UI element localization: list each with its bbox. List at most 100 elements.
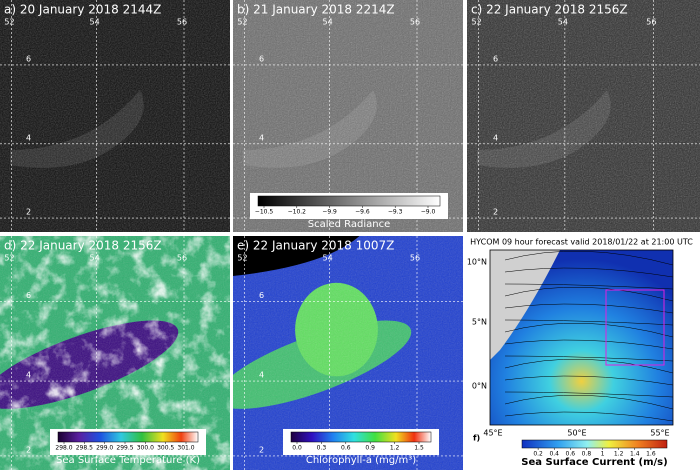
lat-label: 0°N bbox=[472, 382, 487, 391]
lon-label: 56 bbox=[410, 254, 420, 263]
lat-label: 2 bbox=[26, 445, 31, 454]
noise bbox=[467, 0, 700, 232]
lon-label: 56 bbox=[177, 254, 187, 263]
lat-label: 6 bbox=[259, 291, 264, 300]
colorbar-tick-label: 0.0 bbox=[292, 445, 302, 452]
colorbar-tick-label: 299.0 bbox=[96, 445, 113, 452]
colorbar-tick-label: 0.6 bbox=[341, 445, 351, 452]
colorbar-label: Scaled Radiance bbox=[308, 219, 391, 230]
colorbar-tick-label: 0.9 bbox=[365, 445, 375, 452]
panel: 52 54 56 6 4 2 a) 20 January 2018 2144Z bbox=[0, 0, 230, 232]
panel-title: HYCOM 09 hour forecast valid 2018/01/22 … bbox=[470, 238, 693, 247]
colorbar-ramp bbox=[257, 195, 441, 207]
panel-title: c) 22 January 2018 2156Z bbox=[471, 3, 628, 17]
panel-image bbox=[467, 236, 700, 470]
streamline bbox=[504, 411, 674, 422]
region-box bbox=[605, 289, 665, 366]
land bbox=[490, 250, 560, 360]
lat-label: 6 bbox=[26, 54, 31, 63]
feature bbox=[477, 90, 611, 168]
tint bbox=[467, 0, 700, 232]
lon-label: 54 bbox=[90, 18, 100, 27]
colorbar-tick-label: 298.5 bbox=[76, 445, 93, 452]
colorbar-tick-label: −9.6 bbox=[355, 209, 370, 216]
colorbar-tick-label: 1 bbox=[601, 451, 605, 458]
colorbar-tick-label: 0.6 bbox=[566, 451, 576, 458]
panel-image: 52 54 56 6 4 2 bbox=[0, 0, 230, 232]
panel-title: a) 20 January 2018 2144Z bbox=[4, 3, 161, 17]
colorbar-tick-label: 300.5 bbox=[157, 445, 174, 452]
lat-label: 2 bbox=[493, 208, 498, 217]
lat-label: 4 bbox=[493, 133, 498, 142]
lon-label: 52 bbox=[237, 254, 247, 263]
lon-label: 45°E bbox=[483, 429, 502, 438]
panel-title: e) 22 January 2018 1007Z bbox=[237, 239, 394, 253]
streamline bbox=[504, 250, 674, 266]
lon-label: 56 bbox=[410, 18, 420, 27]
colorbar: −10.5 −10.2 −9.9 −9.6 −9.3 −9.0 Scaled Radianc… bbox=[250, 193, 448, 230]
streamline bbox=[504, 267, 674, 278]
streamline bbox=[504, 355, 674, 362]
colorbar-ramp bbox=[290, 431, 432, 443]
lat-label: 4 bbox=[26, 133, 31, 142]
lon-label: 54 bbox=[323, 18, 333, 27]
colorbar: 298.0 298.5 299.0 299.5 300.0 300.5 301.0 Sea S… bbox=[50, 429, 206, 466]
feature bbox=[10, 90, 144, 168]
streamline bbox=[504, 394, 674, 410]
land bbox=[233, 236, 360, 276]
colorbar-tick-label: 300.0 bbox=[137, 445, 154, 452]
panel: HYCOM 09 hour forecast valid 2018/01/22 … bbox=[467, 236, 700, 470]
streamline bbox=[504, 286, 674, 302]
lon-label: 52 bbox=[472, 18, 482, 27]
feature bbox=[243, 90, 377, 168]
lon-label: 56 bbox=[646, 18, 656, 27]
lat-label: 2 bbox=[26, 208, 31, 217]
streamline bbox=[504, 322, 674, 338]
colorbar-tick-label: 0.2 bbox=[533, 451, 543, 458]
colorbar-tick-label: 1.2 bbox=[390, 445, 400, 452]
colorbar-tick-label: 0.3 bbox=[317, 445, 327, 452]
lon-label: 52 bbox=[4, 18, 14, 27]
colorbar-tick-label: 1.2 bbox=[614, 451, 624, 458]
lat-label: 4 bbox=[26, 371, 31, 380]
panel: 52 54 56 6 4 2 c) 22 January 2018 2156Z bbox=[467, 0, 700, 232]
colorbar-tick-label: −9.0 bbox=[421, 209, 436, 216]
colorbar-tick-label: −10.5 bbox=[255, 209, 274, 216]
colorbar-tick-label: −10.2 bbox=[288, 209, 307, 216]
colorbar-ramp bbox=[521, 439, 668, 449]
streamline bbox=[504, 339, 674, 350]
colorbar-tick-label: −9.3 bbox=[388, 209, 403, 216]
panel-title: d) 22 January 2018 2156Z bbox=[4, 239, 162, 253]
panel-image: 52 54 56 6 4 2 bbox=[467, 0, 700, 232]
colorbar-label: Sea Surface Temperature (K) bbox=[56, 455, 200, 466]
streamline bbox=[504, 283, 674, 290]
lon-label: 56 bbox=[177, 18, 187, 27]
colorbar-tick-label: 299.5 bbox=[116, 445, 133, 452]
colorbar-tick-label: 1.5 bbox=[414, 445, 424, 452]
lon-label: 52 bbox=[4, 254, 14, 263]
colorbar: 0.0 0.3 0.6 0.9 1.2 1.5 Chlorophyll-a (mg/m³) bbox=[283, 429, 439, 466]
lon-label: 54 bbox=[323, 254, 333, 263]
lat-label: 4 bbox=[259, 371, 264, 380]
lon-label: 54 bbox=[558, 18, 568, 27]
streamline bbox=[504, 391, 674, 398]
streamline bbox=[504, 319, 674, 326]
colorbar-tick-label: 298.0 bbox=[55, 445, 72, 452]
panel-title: b) 21 January 2018 2214Z bbox=[237, 3, 395, 17]
colorbar-tick-label: 1.6 bbox=[646, 451, 656, 458]
colorbar-tick-label: 1.4 bbox=[630, 451, 640, 458]
lat-label: 6 bbox=[493, 54, 498, 63]
streamline bbox=[504, 358, 674, 374]
map-frame bbox=[489, 249, 674, 426]
lon-label: 52 bbox=[237, 18, 247, 27]
colorbar-tick-label: 0.4 bbox=[549, 451, 559, 458]
colorbar-ramp bbox=[57, 431, 199, 443]
colorbar-label: Sea Surface Current (m/s) bbox=[521, 457, 667, 468]
lat-label: 6 bbox=[26, 291, 31, 300]
lat-label: 6 bbox=[259, 54, 264, 63]
streamline bbox=[504, 303, 674, 314]
colorbar-tick-label: 0.8 bbox=[582, 451, 592, 458]
lon-label: 54 bbox=[90, 254, 100, 263]
tint bbox=[0, 0, 230, 232]
